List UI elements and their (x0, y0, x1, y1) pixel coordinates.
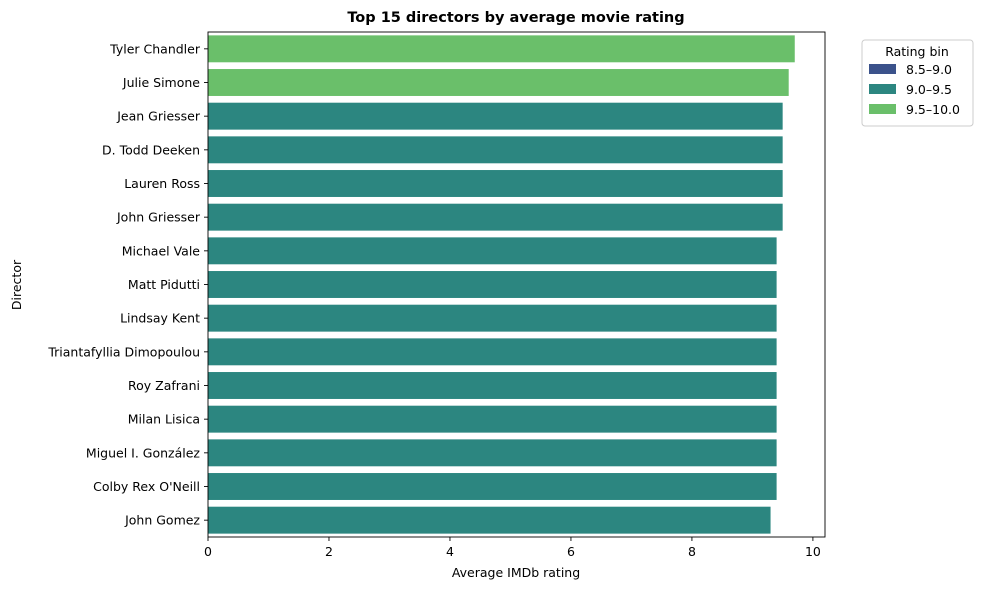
bars-group (208, 35, 795, 534)
y-tick-label: Jean Griesser (116, 109, 201, 124)
x-tick-label: 2 (325, 544, 333, 559)
legend-entries: 8.5–9.0 9.0–9.5 9.5–10.0 (869, 62, 960, 117)
bar (208, 338, 777, 366)
y-tick-label: Colby Rex O'Neill (93, 479, 200, 494)
bar (208, 506, 771, 534)
y-tick-label: Lauren Ross (124, 176, 200, 191)
legend-swatch (869, 64, 896, 74)
bar (208, 136, 783, 164)
y-tick-label: John Gomez (124, 513, 200, 528)
legend-label: 9.0–9.5 (906, 82, 952, 97)
bar (208, 439, 777, 467)
bar (208, 35, 795, 63)
y-tick-label: Triantafyllia Dimopoulou (47, 344, 200, 359)
x-tick-label: 0 (204, 544, 212, 559)
y-tick-label: John Griesser (116, 210, 201, 225)
x-tick-label: 10 (805, 544, 821, 559)
x-axis-ticks: 0 2 4 6 8 10 (204, 537, 821, 559)
legend-title: Rating bin (885, 44, 949, 59)
bar (208, 372, 777, 399)
y-axis-ticks: Tyler Chandler Julie Simone Jean Griesser D… (47, 41, 208, 528)
y-tick-label: Milan Lisica (128, 412, 200, 427)
bar (208, 102, 783, 130)
legend-label: 9.5–10.0 (906, 102, 960, 117)
y-tick-label: Matt Pidutti (128, 277, 200, 292)
x-tick-label: 6 (567, 544, 575, 559)
x-tick-label: 8 (688, 544, 696, 559)
legend: Rating bin 8.5–9.0 9.0–9.5 9.5–10.0 (861, 39, 974, 127)
y-tick-label: Lindsay Kent (120, 311, 200, 326)
bar (208, 405, 777, 433)
y-tick-label: Miguel I. González (86, 445, 201, 460)
bar (208, 473, 777, 500)
bar (208, 304, 777, 332)
bar (208, 237, 777, 265)
y-tick-label: Roy Zafrani (128, 378, 200, 393)
legend-label: 8.5–9.0 (906, 62, 952, 77)
legend-swatch (869, 84, 896, 94)
y-tick-label: Julie Simone (122, 75, 200, 90)
y-tick-label: Tyler Chandler (109, 41, 201, 56)
bar (208, 69, 789, 96)
y-axis-label: Director (9, 259, 24, 310)
y-tick-label: Michael Vale (122, 243, 201, 258)
bar (208, 170, 783, 197)
x-axis-label: Average IMDb rating (452, 565, 580, 580)
x-tick-label: 4 (446, 544, 454, 559)
bar (208, 271, 777, 298)
chart-title: Top 15 directors by average movie rating (347, 10, 684, 26)
plot-area-frame (207, 31, 826, 538)
y-tick-label: D. Todd Deeken (102, 142, 200, 157)
legend-swatch (869, 104, 896, 114)
bar (208, 203, 783, 231)
